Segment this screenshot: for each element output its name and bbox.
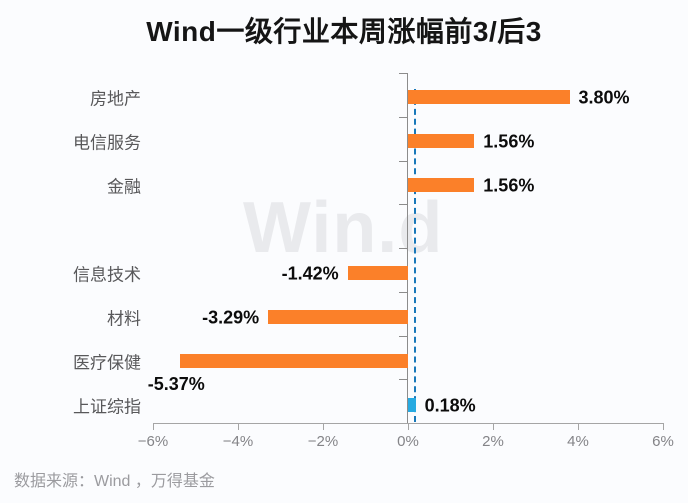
value-label: 1.56% bbox=[483, 175, 535, 196]
value-label: -3.29% bbox=[202, 307, 260, 328]
x-axis-tick bbox=[493, 423, 494, 430]
x-axis-tick-label: −6% bbox=[137, 433, 169, 450]
x-axis-tick-label: 2% bbox=[482, 433, 504, 450]
y-axis-tick bbox=[399, 73, 407, 74]
category-label: 金融 bbox=[107, 177, 141, 197]
category-label: 信息技术 bbox=[73, 265, 141, 285]
y-axis-tick bbox=[399, 291, 407, 293]
x-axis-tick-label: −4% bbox=[222, 433, 254, 450]
category-label: 电信服务 bbox=[73, 133, 141, 153]
index-reference-line bbox=[413, 89, 416, 422]
value-label: -5.37% bbox=[147, 374, 205, 394]
x-axis-tick bbox=[578, 423, 579, 430]
x-axis-tick bbox=[408, 423, 409, 430]
x-axis-tick bbox=[238, 423, 239, 430]
value-label: -1.42% bbox=[281, 263, 339, 284]
y-axis-tick bbox=[399, 116, 407, 118]
y-axis-tick bbox=[399, 248, 407, 249]
value-label: 3.80% bbox=[578, 87, 630, 108]
x-axis-tick bbox=[153, 423, 154, 430]
category-label: 材料 bbox=[107, 309, 141, 329]
y-axis-line bbox=[407, 73, 408, 423]
category-label: 医疗保健 bbox=[73, 353, 141, 373]
industry-bar bbox=[268, 310, 408, 324]
y-axis-tick bbox=[399, 160, 407, 162]
industry-bar bbox=[408, 90, 570, 104]
x-axis-tick-label: 6% bbox=[652, 433, 674, 450]
x-axis-tick bbox=[663, 423, 664, 430]
y-axis-tick bbox=[399, 335, 407, 337]
category-label: 上证综指 bbox=[73, 397, 141, 417]
industry-bar bbox=[408, 178, 475, 192]
value-label: 1.56% bbox=[483, 131, 535, 152]
x-axis-tick bbox=[323, 423, 324, 430]
data-source-note: 数据来源：Wind ，万得基金 bbox=[14, 473, 215, 490]
index-bar bbox=[408, 398, 416, 412]
y-axis-tick bbox=[399, 379, 407, 381]
industry-bar bbox=[179, 354, 408, 368]
wind-watermark: Win.d bbox=[243, 188, 444, 268]
chart-title: Wind一级行业本周涨幅前3/后3 bbox=[146, 16, 542, 47]
x-axis-tick-label: 0% bbox=[397, 433, 419, 450]
industry-bar bbox=[347, 266, 408, 280]
value-label: 0.18% bbox=[424, 395, 476, 416]
x-axis-tick-label: −2% bbox=[307, 433, 339, 450]
category-label: 房地产 bbox=[90, 89, 141, 109]
industry-bar bbox=[408, 134, 475, 148]
y-axis-tick bbox=[399, 204, 407, 206]
x-axis-tick-label: 4% bbox=[567, 433, 589, 450]
